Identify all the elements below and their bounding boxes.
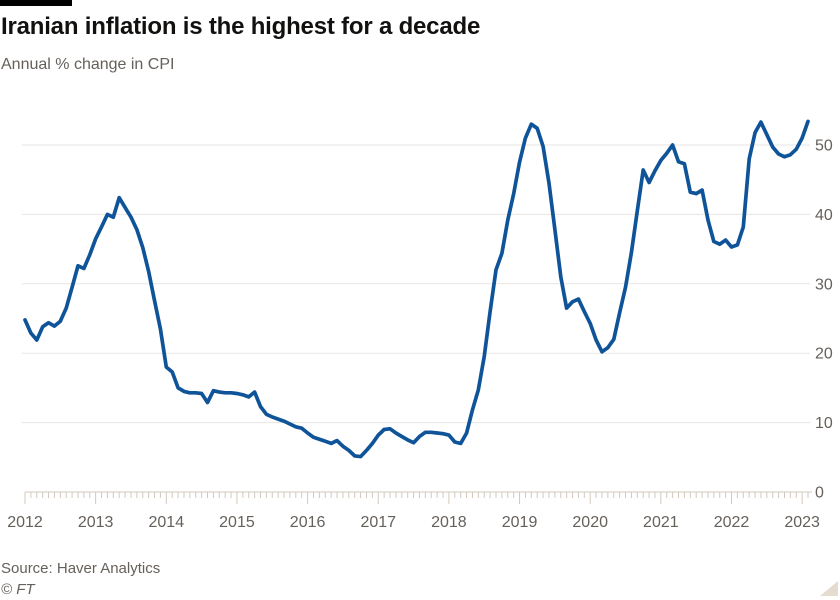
x-tick-label: 2017	[360, 514, 396, 531]
ft-credit-label: © FT	[1, 581, 35, 598]
cpi-line	[23, 119, 810, 459]
y-tick-label: 20	[815, 346, 833, 363]
x-tick-label: 2020	[572, 514, 608, 531]
y-tick-label: 40	[815, 207, 833, 224]
expand-triangle-shape[interactable]	[820, 581, 838, 596]
ft-accent-bar	[0, 0, 72, 6]
page-title: Iranian inflation is the highest for a d…	[1, 13, 481, 40]
x-tick-label: 2016	[290, 514, 326, 531]
y-tick-label: 30	[815, 276, 833, 293]
x-tick-label: 2018	[431, 514, 467, 531]
inflation-line-chart: 0 10 20 30 40 50 2012 2013 2014 2015 2016 2017 2018 2…	[7, 119, 833, 531]
x-tick-label: 2012	[7, 514, 43, 531]
x-tick-label: 2015	[219, 514, 255, 531]
y-tick-label: 10	[815, 415, 833, 432]
x-tick-label: 2023	[784, 514, 820, 531]
x-tick-label: 2021	[643, 514, 679, 531]
x-tick-label: 2014	[149, 514, 185, 531]
y-tick-label: 0	[815, 485, 824, 502]
chart-subtitle: Annual % change in CPI	[1, 56, 175, 73]
x-tick-label: 2019	[502, 514, 538, 531]
source-label: Source: Haver Analytics	[1, 560, 161, 577]
y-tick-label: 50	[815, 138, 833, 155]
x-tick-label: 2013	[78, 514, 114, 531]
x-tick-label: 2022	[714, 514, 750, 531]
